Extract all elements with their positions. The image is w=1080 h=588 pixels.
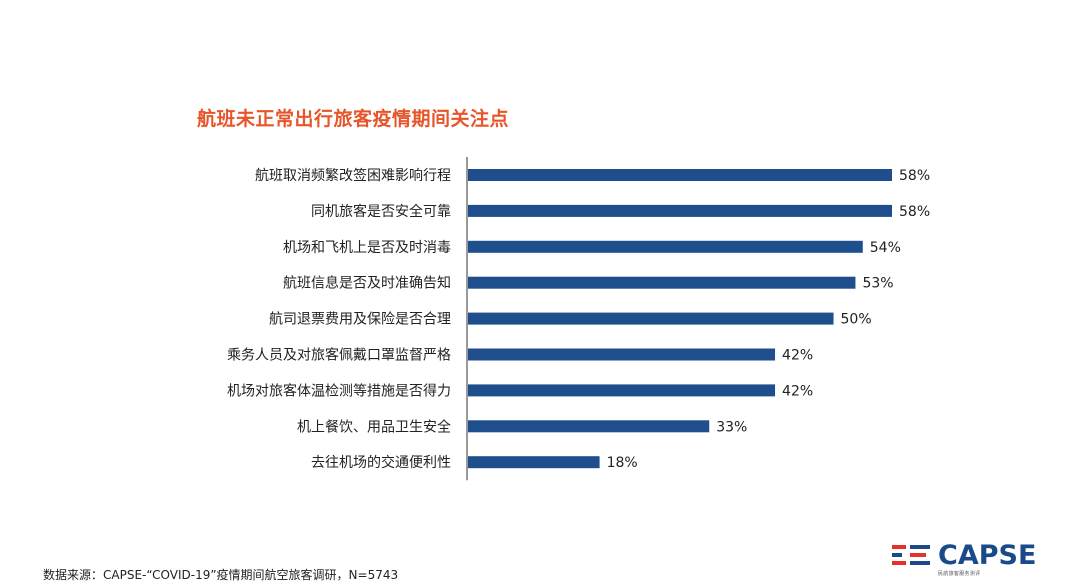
capse-logo-icon [892,545,930,565]
capse-logo-subtitle: 民航旅客服务测评 [938,571,981,577]
value-label: 50% [841,312,872,328]
category-label: 去往机场的交通便利性 [311,454,451,471]
category-label: 同机旅客是否安全可靠 [311,203,451,220]
value-label: 58% [899,204,930,220]
bar [468,204,892,217]
bar [468,312,834,325]
bar [468,348,776,361]
value-label: 18% [607,455,638,471]
value-label: 58% [899,168,930,184]
bar [468,169,892,181]
category-label: 航司退票费用及保险是否合理 [269,312,451,328]
category-label: 航班取消频繁改签困难影响行程 [255,167,451,184]
bar [468,384,776,397]
bar [468,240,863,253]
value-label: 53% [862,276,893,292]
bar [468,456,600,469]
category-label: 机上餐饮、用品卫生安全 [297,418,451,435]
category-label: 航班信息是否及时准确告知 [283,275,451,292]
value-label: 42% [782,348,813,364]
source-note: 数据来源：CAPSE-“COVID-19”疫情期间航空旅客调研，N=5743 [43,568,399,582]
category-label: 机场和飞机上是否及时消毒 [283,240,451,256]
bar [468,276,856,289]
value-label: 33% [716,419,747,435]
category-label: 机场对旅客体温检测等措施是否得力 [227,382,451,399]
value-label: 42% [782,383,813,399]
capse-logo: CAPSE 民航旅客服务测评 [892,540,1042,577]
capse-logo-text: CAPSE [938,540,1037,571]
category-label: 乘务人员及对旅客佩戴口罩监督严格 [227,347,451,364]
bar [468,420,710,433]
value-label: 54% [870,240,901,256]
chart-title: 航班未正常出行旅客疫情期间关注点 [197,108,510,130]
